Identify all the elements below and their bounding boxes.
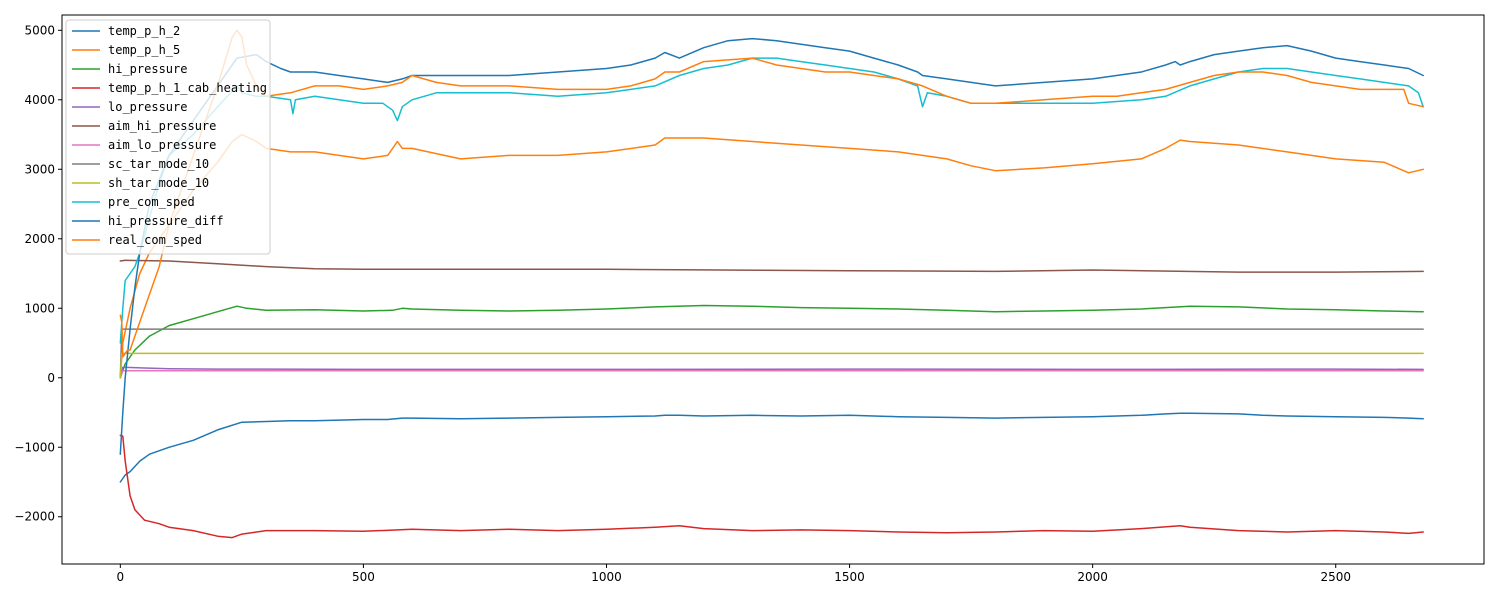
legend-label-sh_tar_mode_10: sh_tar_mode_10 [108, 176, 209, 190]
x-tick-label: 1500 [834, 570, 865, 584]
legend-label-lo_pressure: lo_pressure [108, 100, 187, 114]
x-tick-label: 2500 [1320, 570, 1351, 584]
y-tick-label: −1000 [14, 440, 55, 454]
y-tick-label: 0 [47, 371, 55, 385]
y-tick-label: 5000 [24, 23, 55, 37]
series-line-hi_pressure [119, 304, 1424, 379]
x-tick-label: 1000 [591, 570, 622, 584]
series-line-temp_p_h_1_cab_heating [119, 434, 1424, 539]
x-tick-label: 500 [352, 570, 375, 584]
legend-label-hi_pressure: hi_pressure [108, 62, 187, 76]
legend-box [65, 19, 271, 255]
y-tick-label: −2000 [14, 510, 55, 524]
legend: temp_p_h_2 temp_p_h_5 hi_pressure temp_p_h_… [65, 19, 271, 255]
legend-label-temp_p_h_1_cab_heating: temp_p_h_1_cab_heating [108, 81, 267, 95]
plot-frame [61, 14, 1485, 565]
y-tick-label: 1000 [24, 301, 55, 315]
legend-label-aim_lo_pressure: aim_lo_pressure [108, 138, 216, 152]
y-tick-label: 3000 [24, 162, 55, 176]
legend-label-real_com_sped: real_com_sped [108, 233, 202, 247]
y-tick-label: 2000 [24, 232, 55, 246]
series-line-temp_p_h_2 [119, 412, 1424, 483]
x-tick-label: 0 [117, 570, 125, 584]
y-tick-label: 4000 [24, 93, 55, 107]
x-tick-label: 2000 [1077, 570, 1108, 584]
series-line-aim_lo_pressure [119, 370, 1424, 379]
legend-label-temp_p_h_5: temp_p_h_5 [108, 43, 180, 57]
legend-label-sc_tar_mode_10: sc_tar_mode_10 [108, 157, 209, 171]
series-line-aim_hi_pressure [119, 259, 1424, 273]
series-line-sh_tar_mode_10 [119, 352, 1424, 379]
legend-label-pre_com_sped: pre_com_sped [108, 195, 195, 209]
legend-label-hi_pressure_diff: hi_pressure_diff [108, 214, 224, 228]
y-axis: −2000 −1000 0 1000 2000 3000 4000 5000 [14, 23, 62, 524]
x-axis: 0 500 1000 1500 2000 2500 [117, 564, 1351, 584]
series-line-lo_pressure [119, 366, 1424, 379]
legend-label-aim_hi_pressure: aim_hi_pressure [108, 119, 216, 133]
legend-label-temp_p_h_2: temp_p_h_2 [108, 24, 180, 38]
series-lines [119, 29, 1424, 539]
